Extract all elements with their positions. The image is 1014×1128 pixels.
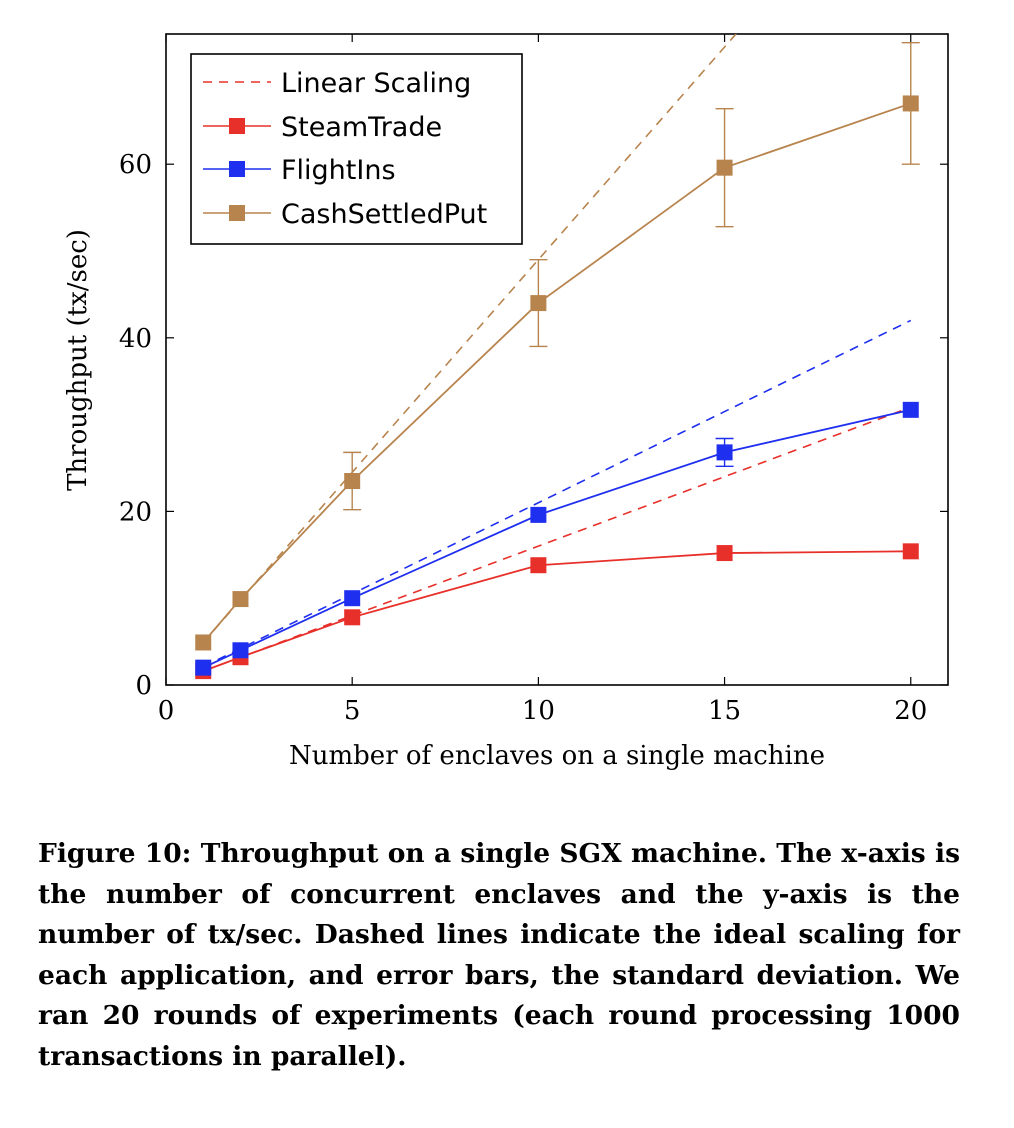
x-tick-label: 15 — [708, 696, 741, 726]
plot-frame — [165, 33, 949, 686]
data-point-steamtrade — [902, 543, 919, 560]
y-tick-label: 20 — [119, 497, 152, 527]
legend-label-cashsettledput: CashSettledPut — [281, 199, 487, 230]
data-point-flightins — [716, 444, 733, 461]
data-point-flightins — [195, 659, 212, 676]
data-point-cashsettledput — [344, 473, 361, 490]
legend-entry-linear-scaling: Linear Scaling — [203, 68, 471, 99]
data-point-cashsettledput — [195, 634, 212, 651]
y-tick-label: 0 — [135, 671, 152, 701]
data-point-steamtrade — [716, 545, 733, 562]
legend-box — [190, 53, 523, 245]
y-axis-title: Throughput (tx/sec) — [63, 229, 93, 491]
legend-label-flightins: FlightIns — [281, 155, 396, 186]
data-markers — [195, 95, 919, 680]
legend-label-linear-scaling: Linear Scaling — [281, 68, 471, 99]
data-point-flightins — [232, 642, 249, 659]
legend-marker-flightins — [229, 161, 245, 177]
series-line-flightins — [202, 408, 911, 669]
chart: 0 5 10 15 20 0 20 40 60 Number of enclaves on a … — [63, 33, 949, 771]
series-line-steamtrade — [202, 550, 911, 672]
x-tick-label: 10 — [522, 696, 555, 726]
legend-entry-steamtrade: SteamTrade — [203, 112, 442, 143]
axis-ticks — [165, 34, 948, 686]
ideal-scaling-line-steamtrade — [202, 406, 912, 672]
data-point-cashsettledput — [902, 95, 919, 112]
legend-entry-cashsettledput: CashSettledPut — [203, 199, 487, 230]
x-tick-label: 5 — [344, 696, 361, 726]
x-tick-label: 0 — [158, 696, 175, 726]
data-point-cashsettledput — [716, 159, 733, 176]
tick-labels: 0 5 10 15 20 0 20 40 60 — [119, 150, 927, 726]
legend: Linear Scaling SteamTrade FlightIns Cash… — [190, 53, 523, 245]
x-tick-label: 20 — [894, 696, 927, 726]
data-point-steamtrade — [530, 557, 547, 574]
x-axis-title: Number of enclaves on a single machine — [289, 741, 825, 771]
figure-caption: Figure 10: Throughput on a single SGX ma… — [38, 838, 960, 1072]
data-point-flightins — [902, 401, 919, 418]
legend-entry-flightins: FlightIns — [203, 155, 396, 186]
ideal-scaling-line-flightins — [202, 319, 912, 668]
data-point-flightins — [344, 590, 361, 607]
data-point-cashsettledput — [530, 295, 547, 312]
data-point-flightins — [530, 506, 547, 523]
legend-label-steamtrade: SteamTrade — [281, 112, 442, 143]
legend-marker-steamtrade — [229, 118, 245, 134]
y-tick-label: 60 — [119, 150, 152, 180]
data-point-cashsettledput — [232, 591, 249, 608]
legend-marker-cashsettledput — [229, 205, 245, 221]
data-point-steamtrade — [344, 609, 361, 626]
y-tick-label: 40 — [119, 324, 152, 354]
